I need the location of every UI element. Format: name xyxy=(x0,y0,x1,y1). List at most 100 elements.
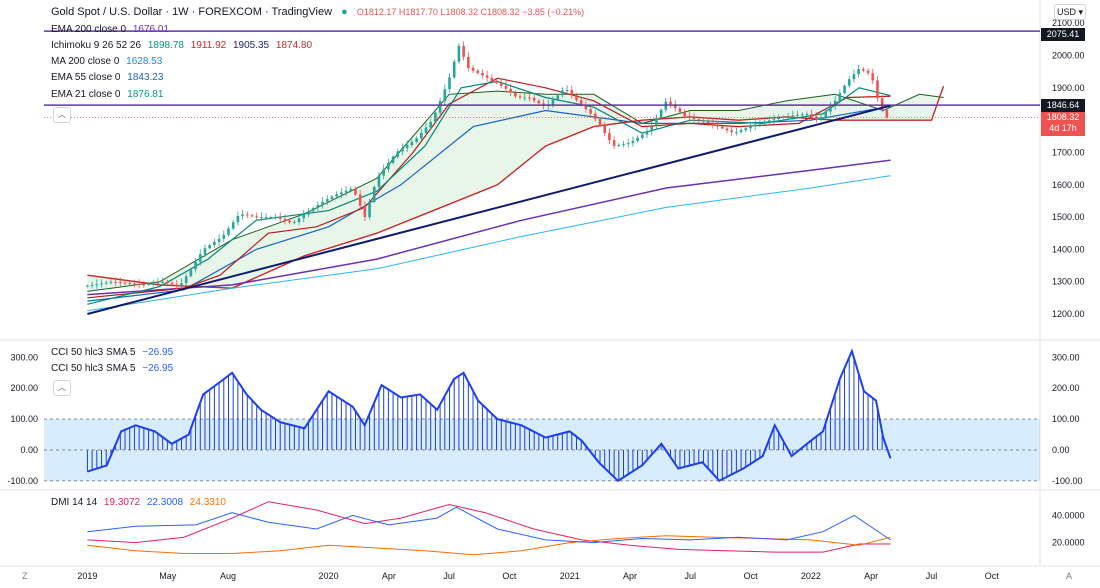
candle-body xyxy=(782,116,785,118)
currency-label: USD xyxy=(1056,7,1076,17)
last-price-value: 1808.32 xyxy=(1046,112,1080,122)
candle-body xyxy=(231,222,235,229)
legend-cci-1[interactable]: CCI 50 hlc3 SMA 5 −26.95 xyxy=(51,346,173,360)
candle-body xyxy=(669,101,672,105)
candle-body xyxy=(213,241,216,246)
candle-body xyxy=(434,112,437,123)
legend-value: 1911.92 xyxy=(190,40,227,51)
candle-body xyxy=(791,115,795,117)
time-tick-label: Oct xyxy=(985,571,1000,581)
candle-body xyxy=(744,128,748,131)
adx-line xyxy=(87,501,891,553)
time-tick-label: 2022 xyxy=(801,571,821,581)
candle-body xyxy=(871,73,875,81)
candle-body xyxy=(410,141,414,146)
candle-body xyxy=(194,261,197,270)
candle-body xyxy=(236,215,240,223)
bar-countdown: 4d 17h xyxy=(1049,123,1077,133)
time-tick-label: 2020 xyxy=(319,571,339,581)
candle-body xyxy=(575,95,578,101)
candle-body xyxy=(208,245,211,249)
candle-body xyxy=(730,130,733,133)
cci-tick-right: -100.00 xyxy=(1052,476,1083,486)
legend-value: −26.95 xyxy=(142,347,174,358)
candle-body xyxy=(293,222,296,224)
candle-body xyxy=(716,124,719,127)
candle-body xyxy=(711,122,715,125)
currency-selector[interactable]: USD ▾ xyxy=(1054,4,1086,20)
legend-value: 19.3072 xyxy=(103,497,141,508)
candle-body xyxy=(617,144,621,146)
time-tick-label: Jul xyxy=(443,571,455,581)
candle-body xyxy=(805,114,809,116)
legend-ema21[interactable]: EMA 21 close 0 1876.81 xyxy=(51,88,163,102)
cci-tick-right: 100.00 xyxy=(1052,414,1080,424)
candle-body xyxy=(514,92,517,97)
candle-body xyxy=(471,67,475,71)
cci-tick-right: 0.00 xyxy=(1052,445,1070,455)
legend-value: 1628.53 xyxy=(126,56,163,67)
candle-body xyxy=(702,120,705,122)
legend-ma200[interactable]: MA 200 close 0 1628.53 xyxy=(51,55,162,69)
auto-scale-icon[interactable]: A xyxy=(1066,571,1073,581)
cci-tick-left: 200.00 xyxy=(10,383,38,393)
candle-body xyxy=(354,188,357,195)
candle-body xyxy=(457,45,461,62)
candle-body xyxy=(415,138,418,142)
candle-body xyxy=(678,108,682,113)
symbol-name: Gold Spot / U.S. Dollar xyxy=(51,6,163,18)
legend-cci-2[interactable]: CCI 50 hlc3 SMA 5 −26.95 xyxy=(51,362,173,376)
candle-body xyxy=(358,194,362,206)
candle-body xyxy=(217,238,221,242)
candle-body xyxy=(325,199,329,202)
candle-body xyxy=(166,281,169,284)
candle-body xyxy=(438,100,442,113)
legend-value: 1876.81 xyxy=(127,89,164,100)
candle-body xyxy=(316,204,320,209)
candle-body xyxy=(119,282,122,284)
legend-ema200[interactable]: EMA 200 close 0 1676.01 xyxy=(51,23,169,37)
collapse-legend-button[interactable]: ︿ xyxy=(53,107,71,123)
price-tick-label: 1900.00 xyxy=(1052,83,1085,93)
candle-body xyxy=(622,144,625,146)
high-value: H1817.70 xyxy=(398,7,438,17)
candle-body xyxy=(650,125,654,132)
candle-body xyxy=(584,104,588,110)
candle-body xyxy=(335,194,338,197)
time-tick-label: 2021 xyxy=(560,571,580,581)
trendline xyxy=(87,104,891,315)
cci-tick-right: 300.00 xyxy=(1052,352,1080,362)
market-status-icon: ● xyxy=(341,6,348,18)
dmi-tick-label: 40.0000 xyxy=(1052,510,1085,520)
time-tick-label: Apr xyxy=(382,571,396,581)
candle-body xyxy=(772,119,776,121)
candle-body xyxy=(556,95,559,100)
candle-body xyxy=(829,106,832,112)
legend-label: MA 200 close 0 xyxy=(51,56,120,67)
candle-body xyxy=(509,88,512,93)
support-price-label: 1846.64 xyxy=(1041,99,1085,112)
candle-body xyxy=(866,70,870,74)
legend-ichimoku[interactable]: Ichimoku 9 26 52 26 1898.78 1911.92 1905… xyxy=(51,39,312,53)
dmi-tick-label: 20.0000 xyxy=(1052,538,1085,548)
plus-di-line xyxy=(87,506,891,544)
candle-body xyxy=(302,214,306,219)
cci-tick-left: 300.00 xyxy=(10,352,38,362)
candle-body xyxy=(391,156,395,163)
collapse-cci-legend-button[interactable]: ︿ xyxy=(53,380,71,396)
legend-label: Ichimoku 9 26 52 26 xyxy=(51,40,142,51)
candle-body xyxy=(857,69,860,75)
zoom-icon[interactable]: Z xyxy=(22,571,28,581)
candle-body xyxy=(593,113,597,119)
candle-body xyxy=(448,77,451,90)
low-value: L1808.32 xyxy=(440,7,478,17)
legend-dmi[interactable]: DMI 14 14 19.3072 22.3008 24.3310 xyxy=(51,496,226,510)
legend-ema55[interactable]: EMA 55 close 0 1843.23 xyxy=(51,71,163,85)
candle-body xyxy=(673,104,677,109)
candle-body xyxy=(151,283,155,285)
candle-body xyxy=(641,134,644,138)
candle-body xyxy=(283,218,287,221)
candle-body xyxy=(147,283,150,285)
price-tick-label: 1200.00 xyxy=(1052,309,1085,319)
